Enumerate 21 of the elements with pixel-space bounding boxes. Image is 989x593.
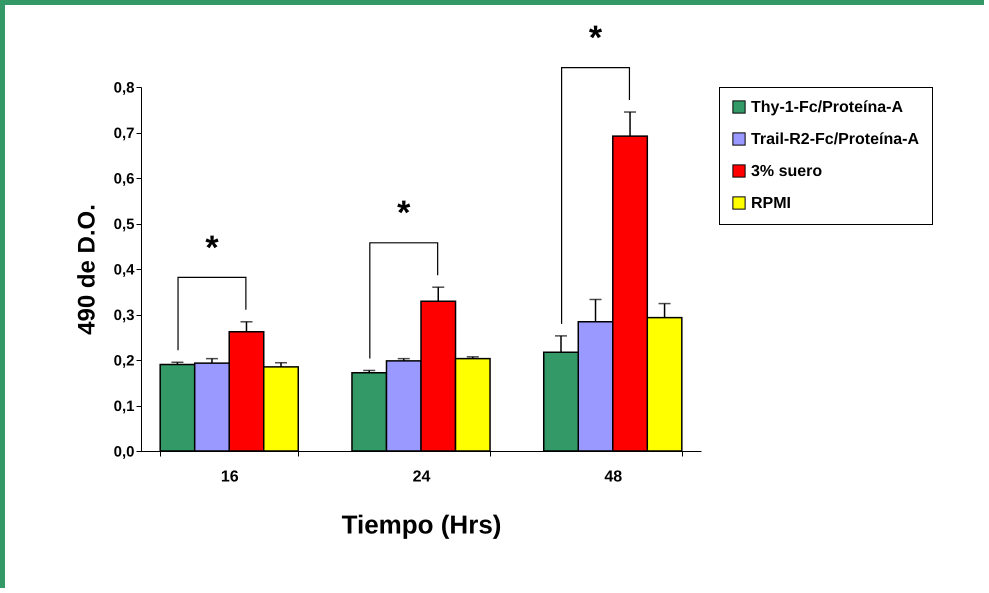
x-tick-label: 48 bbox=[604, 468, 622, 486]
y-tick-label: 0,4 bbox=[114, 262, 136, 278]
y-tick-label: 0,2 bbox=[114, 352, 134, 370]
y-tick-label: 0,7 bbox=[114, 125, 134, 142]
x-axis-title: Tiempo (Hrs) bbox=[342, 510, 502, 540]
y-tick-label: 0,1 bbox=[114, 398, 134, 415]
y-tick-label: 0,0 bbox=[114, 444, 134, 460]
y-tick-label: 0,8 bbox=[114, 80, 134, 96]
text: * bbox=[588, 19, 602, 58]
y-tick-label: 0,5 bbox=[114, 216, 134, 233]
legend-label: Trail-R2-Fc/Proteína-A bbox=[751, 131, 920, 148]
legend-label: Thy-1-Fc/Proteína-A bbox=[751, 99, 904, 116]
x-tick-label: 16 bbox=[220, 468, 239, 486]
y-tick-label: 0,3 bbox=[114, 307, 134, 324]
legend-label: 3% suero bbox=[751, 163, 822, 180]
x-tick-label: 24 bbox=[412, 468, 430, 486]
annotation: * bbox=[205, 228, 219, 268]
y-tick-label: 0,6 bbox=[114, 170, 134, 188]
legend-label: RPMI bbox=[751, 195, 791, 212]
annotation: * bbox=[397, 194, 410, 234]
y-axis-title: 490 de D.O. bbox=[74, 204, 101, 335]
